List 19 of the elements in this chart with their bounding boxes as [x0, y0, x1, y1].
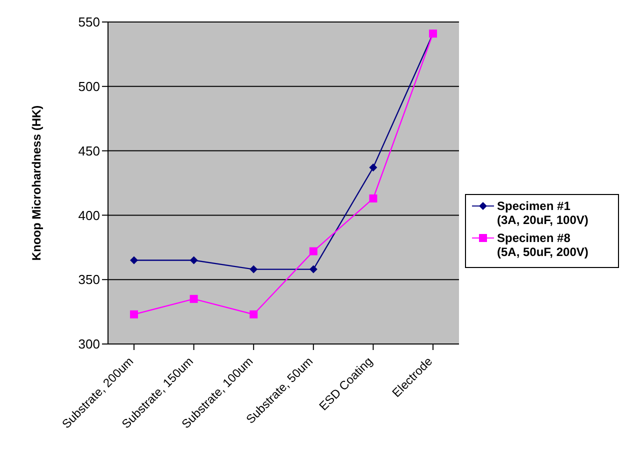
y-tick-label: 550 — [78, 14, 100, 30]
point — [250, 265, 258, 274]
legend-label: Specimen #8 (5A, 50uF, 200V) — [497, 231, 588, 259]
point — [130, 310, 138, 318]
y-tick-label: 500 — [78, 79, 100, 94]
point — [309, 265, 318, 274]
point — [309, 247, 318, 256]
y-tick-label: 400 — [78, 208, 100, 223]
legend-label: Specimen #1 (3A, 20uF, 100V) — [497, 199, 588, 227]
point — [369, 164, 378, 172]
point — [190, 294, 198, 303]
y-tick-label: 350 — [78, 272, 100, 288]
point — [369, 194, 378, 202]
point — [130, 256, 138, 264]
y-axis-title: Knoop Microhardness (HK) — [29, 105, 44, 261]
point — [190, 256, 198, 264]
point — [250, 310, 258, 318]
y-tick-label: 450 — [78, 143, 100, 158]
y-tick-label: 300 — [78, 336, 100, 352]
